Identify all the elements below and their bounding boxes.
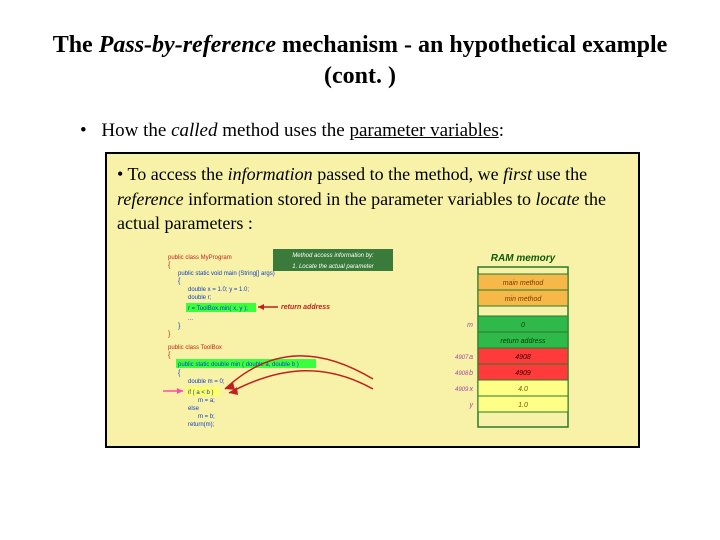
svg-text:}: } bbox=[168, 331, 171, 338]
svg-text:double x = 1.0; y = 1.0;: double x = 1.0; y = 1.0; bbox=[188, 287, 249, 293]
title-pre: The bbox=[53, 32, 99, 58]
svg-text:0: 0 bbox=[521, 322, 525, 329]
svg-text:4909: 4909 bbox=[515, 370, 531, 377]
bullet-italic: called bbox=[171, 120, 217, 141]
code-panel: Method access information by: 1. Locate … bbox=[163, 249, 393, 434]
svg-text:x: x bbox=[468, 386, 473, 393]
svg-text:m = a;: m = a; bbox=[198, 398, 215, 404]
svg-text:r = ToolBox.min( x, y );: r = ToolBox.min( x, y ); bbox=[188, 306, 248, 312]
svg-text:{: { bbox=[168, 352, 171, 359]
svg-text:{: { bbox=[178, 370, 181, 377]
content-box: • To access the information passed to th… bbox=[105, 152, 640, 448]
title-italic: Pass-by-reference bbox=[99, 32, 276, 58]
svg-text:}: } bbox=[178, 323, 181, 330]
svg-text:4908: 4908 bbox=[515, 354, 531, 361]
svg-text:b: b bbox=[469, 370, 473, 377]
bullet-pre: How the bbox=[101, 120, 171, 141]
svg-text:return address: return address bbox=[500, 338, 546, 345]
svg-text:...: ... bbox=[188, 316, 193, 322]
svg-text:4.0: 4.0 bbox=[518, 386, 528, 393]
svg-text:y: y bbox=[468, 402, 473, 409]
svg-text:a: a bbox=[469, 354, 473, 361]
svg-text:{: { bbox=[168, 262, 171, 269]
svg-text:Method access information by:: Method access information by: bbox=[292, 253, 374, 259]
svg-text:RAM memory: RAM memory bbox=[490, 253, 555, 264]
svg-text:main method: main method bbox=[502, 280, 544, 287]
svg-text:4908: 4908 bbox=[455, 371, 469, 377]
svg-text:if ( a < b ): if ( a < b ) bbox=[188, 390, 214, 396]
svg-text:double r;: double r; bbox=[188, 295, 212, 301]
bullet-underline: parameter variables bbox=[349, 120, 498, 141]
svg-text:public static void main (Strin: public static void main (String[] args) bbox=[178, 271, 275, 277]
diagram: Method access information by: 1. Locate … bbox=[117, 243, 628, 438]
svg-text:1.0: 1.0 bbox=[518, 402, 528, 409]
main-bullet: • How the called method uses the paramet… bbox=[80, 120, 670, 142]
svg-text:double m = 0;: double m = 0; bbox=[188, 379, 225, 385]
svg-text:return address: return address bbox=[281, 304, 330, 311]
bullet-dot: • bbox=[80, 120, 87, 141]
memory-panel: RAM memory main method min method 0 m return… bbox=[433, 249, 583, 434]
svg-text:m: m bbox=[467, 322, 473, 329]
svg-text:else: else bbox=[188, 406, 200, 412]
svg-text:4909: 4909 bbox=[455, 387, 469, 393]
svg-text:public class MyProgram: public class MyProgram bbox=[168, 255, 232, 261]
svg-text:public static double min ( dou: public static double min ( double a, dou… bbox=[178, 362, 299, 368]
box-text: • To access the information passed to th… bbox=[117, 162, 628, 235]
svg-text:public class ToolBox: public class ToolBox bbox=[168, 345, 222, 351]
title-post: mechanism - an hypothetical example (con… bbox=[276, 32, 667, 89]
svg-text:return(m);: return(m); bbox=[188, 422, 215, 428]
svg-text:min method: min method bbox=[504, 296, 542, 303]
slide-title: The Pass-by-reference mechanism - an hyp… bbox=[50, 30, 670, 92]
svg-text:{: { bbox=[178, 278, 181, 285]
svg-text:4907: 4907 bbox=[455, 355, 469, 361]
bullet-post1: method uses the bbox=[218, 120, 350, 141]
bullet-post2: : bbox=[499, 120, 504, 141]
svg-text:1. Locate the actual parameter: 1. Locate the actual parameter bbox=[292, 264, 374, 270]
svg-text:m = b;: m = b; bbox=[198, 414, 215, 420]
